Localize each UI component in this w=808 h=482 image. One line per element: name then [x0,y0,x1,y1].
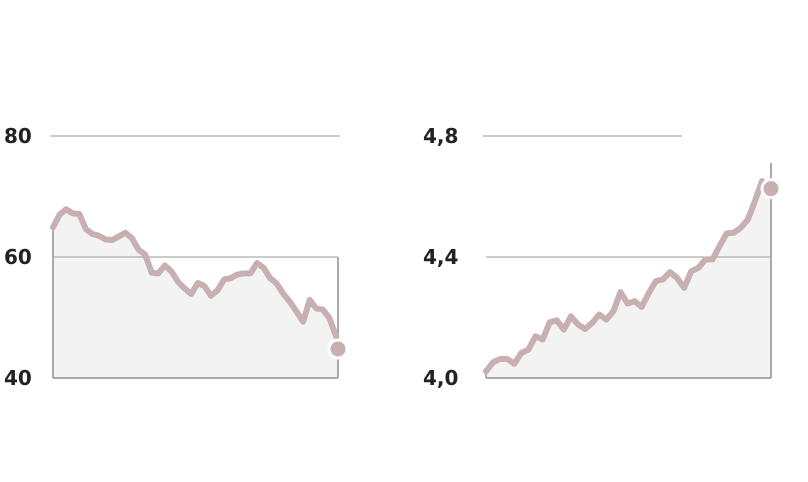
y-tick-label: 40 [4,366,32,390]
last-point-marker [760,178,782,200]
right-chart: 4,8 4,4 4,0 [423,124,782,390]
y-tick-label: 60 [4,245,32,269]
y-tick-label: 4,8 [423,124,458,148]
area-fill [53,209,338,378]
series-line [50,206,339,340]
left-chart: 80 60 40 [4,124,349,390]
y-tick-label: 80 [4,124,32,148]
y-tick-label: 4,0 [423,366,458,390]
series-line [483,178,765,375]
last-point-marker [327,338,349,360]
y-tick-label: 4,4 [423,245,458,269]
area-fill [486,181,771,378]
